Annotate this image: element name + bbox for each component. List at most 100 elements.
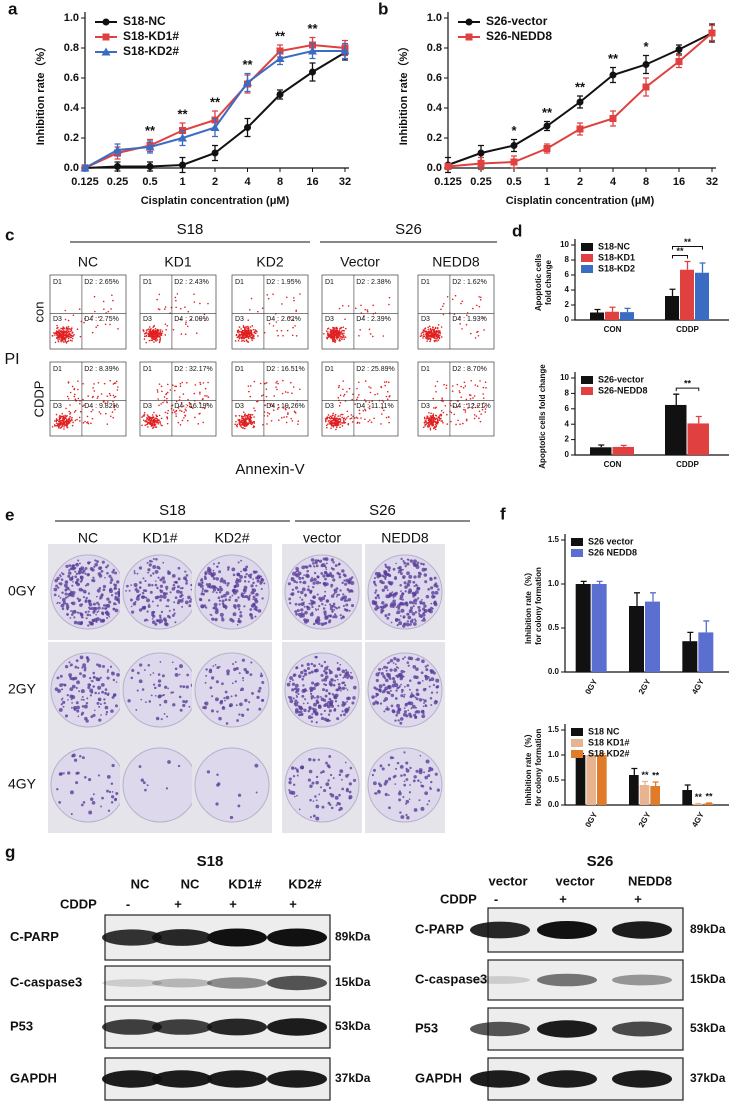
colony-dot — [415, 675, 419, 680]
cell-dot — [265, 395, 268, 398]
cell-dot — [237, 336, 240, 338]
colony-dot — [385, 678, 389, 683]
cell-dot — [275, 382, 277, 384]
cell-dot — [152, 336, 155, 338]
colony-dot — [308, 602, 311, 605]
cell-dot — [166, 422, 169, 425]
colony-dot — [80, 689, 85, 694]
cell-dot — [429, 420, 431, 423]
colony-dot — [317, 758, 321, 761]
cell-dot — [60, 336, 63, 339]
cell-dot — [328, 333, 330, 336]
colony-dot — [349, 675, 354, 680]
colony-dot — [245, 670, 248, 673]
colony-dot — [390, 693, 395, 698]
colony-dot — [197, 582, 202, 587]
colony-dot — [302, 581, 305, 584]
colony-dot — [140, 778, 144, 782]
band — [102, 1070, 162, 1088]
cell-dot — [282, 379, 284, 382]
colony-dot — [221, 682, 224, 686]
cell-dot — [481, 408, 484, 411]
colony-dot — [429, 767, 434, 772]
cell-dot — [437, 324, 440, 326]
colony-dot — [316, 593, 319, 596]
colony-dot — [58, 582, 61, 585]
colony-dot — [301, 688, 306, 693]
cell-dot — [452, 405, 455, 408]
cell-dot — [60, 415, 63, 418]
cell-dot — [281, 303, 283, 305]
colony-dot — [416, 657, 420, 661]
colony-dot — [90, 797, 94, 801]
cell-dot — [388, 303, 390, 306]
colony-dot — [296, 794, 298, 797]
colony-dot — [378, 667, 381, 671]
colony-dot — [403, 710, 407, 714]
cell-dot — [364, 308, 367, 311]
colony-dot — [434, 772, 438, 776]
cell-dot — [184, 306, 186, 308]
cell-dot — [330, 420, 333, 422]
cell-dot — [54, 341, 57, 344]
panel-label: g — [5, 842, 15, 861]
colony-dot — [294, 683, 299, 688]
colony-dot — [256, 695, 260, 700]
colony-dot — [311, 681, 315, 685]
colony-dot — [248, 594, 251, 597]
cell-dot — [336, 417, 338, 419]
cell-dot — [247, 385, 250, 387]
cell-dot — [368, 407, 371, 410]
colony-dot — [78, 690, 81, 693]
error-bar — [703, 620, 710, 633]
colony-dot — [243, 585, 248, 590]
colony-dot — [154, 570, 159, 574]
colony-dot — [236, 603, 241, 608]
colony-dot — [336, 667, 341, 672]
cell-dot — [434, 339, 437, 342]
colony-dot — [177, 764, 181, 768]
cell-dot — [339, 420, 341, 423]
cell-dot — [388, 296, 391, 299]
colony-dot — [206, 770, 211, 774]
y-tick-label: 4 — [565, 419, 570, 428]
cell-dot — [337, 332, 339, 335]
cell-dot — [251, 339, 254, 342]
colony-dot — [84, 716, 88, 721]
quadrant-label: D3 — [53, 316, 62, 323]
cell-dot — [67, 340, 70, 342]
cell-dot — [54, 332, 56, 334]
colony-dot — [301, 598, 304, 601]
colony-dot — [294, 699, 298, 703]
cell-dot — [245, 339, 248, 341]
colony-dot — [204, 572, 207, 576]
colony-dot — [141, 595, 144, 599]
colony-dot — [315, 668, 319, 673]
colony-dot — [144, 589, 148, 593]
cell-dot — [433, 426, 436, 429]
quadrant-label: D2 : 2.38% — [356, 279, 391, 286]
colony-dot — [300, 664, 304, 667]
data-point — [675, 46, 683, 53]
colony-dot — [400, 688, 404, 692]
cell-dot — [193, 301, 196, 303]
colony-dot — [67, 571, 72, 575]
cell-dot — [249, 326, 252, 328]
colony-dot — [65, 564, 69, 568]
band — [537, 1070, 597, 1088]
colony-dot — [182, 703, 186, 708]
cell-dot — [442, 421, 444, 424]
cell-dot — [384, 384, 386, 387]
cell-dot — [280, 329, 283, 332]
colony-dot — [397, 707, 401, 711]
colony-dot — [234, 579, 239, 584]
colony-dot — [74, 611, 77, 614]
colony-dot — [140, 698, 143, 701]
cell-dot — [440, 414, 443, 417]
colony-dot — [333, 679, 337, 682]
colony-dot — [309, 578, 314, 583]
cell-dot — [253, 422, 255, 424]
colony-dot — [309, 784, 313, 789]
cell-dot — [182, 393, 185, 395]
cell-dot — [195, 332, 198, 334]
